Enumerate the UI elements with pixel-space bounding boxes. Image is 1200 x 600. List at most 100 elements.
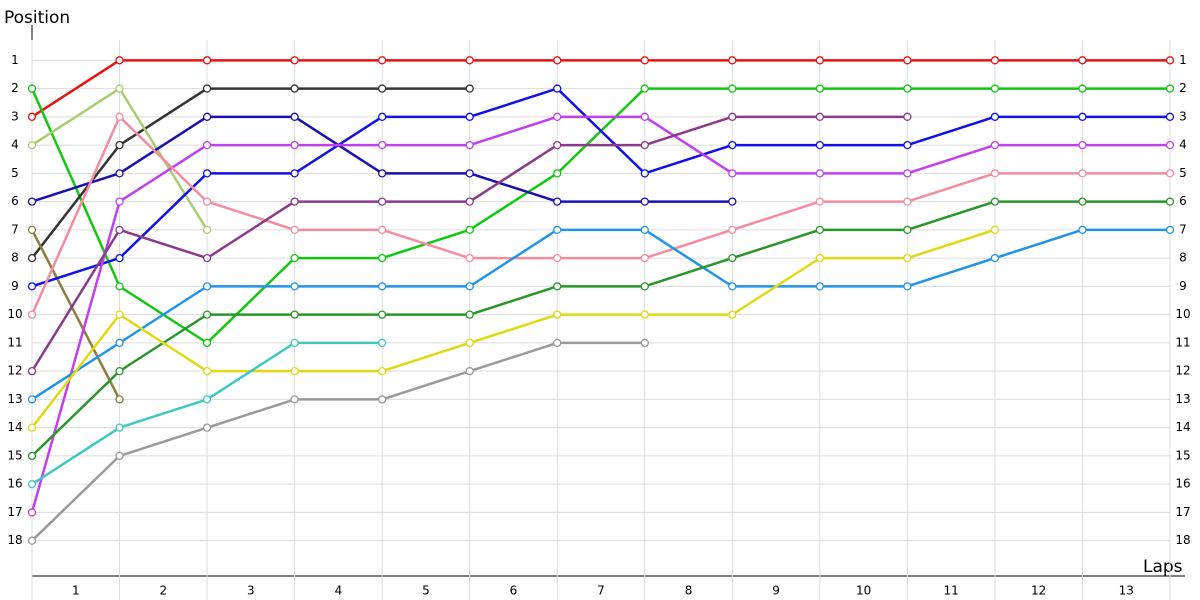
grid xyxy=(31,40,1171,600)
series-line xyxy=(30,115,1170,316)
point xyxy=(27,140,37,150)
y-tick-label-right: 3 xyxy=(1179,109,1187,123)
y-tick-label: 14 xyxy=(7,420,22,434)
point xyxy=(640,56,649,65)
point xyxy=(290,225,299,235)
point xyxy=(728,253,737,263)
series xyxy=(27,338,387,489)
point xyxy=(202,423,212,432)
point xyxy=(903,282,912,291)
point xyxy=(553,310,562,319)
point xyxy=(115,451,124,461)
point xyxy=(27,84,37,93)
y-tick-label-right: 2 xyxy=(1179,81,1187,95)
series xyxy=(27,112,737,206)
x-tick-label: 10 xyxy=(856,584,871,598)
point xyxy=(378,253,387,263)
point xyxy=(553,84,562,93)
point xyxy=(1165,84,1175,93)
y-tick-label: 2 xyxy=(11,81,19,95)
y-tick-label-right: 17 xyxy=(1175,505,1190,519)
y-tick-label-right: 18 xyxy=(1175,533,1190,547)
point xyxy=(465,169,474,178)
y-tick-label-right: 7 xyxy=(1179,222,1187,236)
series-line xyxy=(31,341,645,542)
point xyxy=(202,84,212,93)
point xyxy=(378,225,387,235)
point xyxy=(553,282,562,291)
series xyxy=(27,112,912,376)
point xyxy=(728,169,737,178)
y-tick-label: 16 xyxy=(7,477,22,491)
x-tick-label: 7 xyxy=(597,584,605,598)
point xyxy=(553,169,562,178)
point xyxy=(290,338,299,348)
point xyxy=(115,56,124,65)
point xyxy=(115,310,124,319)
y-tick-label: 11 xyxy=(7,335,22,349)
point xyxy=(378,56,387,65)
point xyxy=(815,140,824,150)
point xyxy=(115,169,124,178)
point xyxy=(990,112,1000,121)
point xyxy=(27,480,37,489)
point xyxy=(815,197,824,206)
point xyxy=(27,112,37,121)
point xyxy=(1165,197,1175,206)
y-tick-label: 13 xyxy=(7,392,22,406)
point xyxy=(1078,225,1087,235)
point xyxy=(728,140,737,150)
y-tick-label-right: 10 xyxy=(1175,307,1190,321)
point xyxy=(290,310,299,319)
series xyxy=(27,197,1175,461)
point xyxy=(903,225,912,235)
point xyxy=(990,56,1000,65)
point xyxy=(553,197,562,206)
point xyxy=(202,197,212,206)
point xyxy=(27,253,37,263)
point xyxy=(640,140,649,150)
point xyxy=(465,253,474,263)
point xyxy=(640,84,649,93)
point xyxy=(378,366,387,376)
point xyxy=(115,423,124,432)
point xyxy=(903,197,912,206)
point xyxy=(290,140,299,150)
x-tick-label: 6 xyxy=(510,584,518,598)
point xyxy=(378,112,387,121)
point xyxy=(465,282,474,291)
point xyxy=(465,225,474,235)
point xyxy=(640,338,649,348)
series-line xyxy=(31,228,1170,401)
point xyxy=(640,282,649,291)
point xyxy=(465,84,474,93)
x-tick-label: 3 xyxy=(247,584,255,598)
point xyxy=(378,140,387,150)
point xyxy=(290,56,299,65)
y-tick-label-right: 14 xyxy=(1175,420,1190,434)
y-tick-label: 17 xyxy=(7,505,22,519)
point xyxy=(202,310,212,319)
point xyxy=(465,140,474,150)
point xyxy=(202,366,212,376)
point xyxy=(903,140,912,150)
series xyxy=(27,84,474,263)
point xyxy=(115,197,124,206)
point xyxy=(202,253,212,263)
x-axis-title: Laps xyxy=(1143,557,1183,577)
point xyxy=(465,366,474,376)
point xyxy=(903,169,912,178)
point xyxy=(1078,112,1087,121)
point xyxy=(27,395,37,404)
point xyxy=(728,225,737,235)
point xyxy=(903,84,912,93)
point xyxy=(378,169,387,178)
point xyxy=(115,112,124,121)
point xyxy=(27,536,37,545)
x-tick-label: 5 xyxy=(422,584,430,598)
point xyxy=(1078,140,1087,150)
point xyxy=(115,225,124,235)
x-tick-label: 1 xyxy=(72,584,80,598)
point xyxy=(27,225,37,235)
y-tick-label-right: 15 xyxy=(1175,448,1190,462)
